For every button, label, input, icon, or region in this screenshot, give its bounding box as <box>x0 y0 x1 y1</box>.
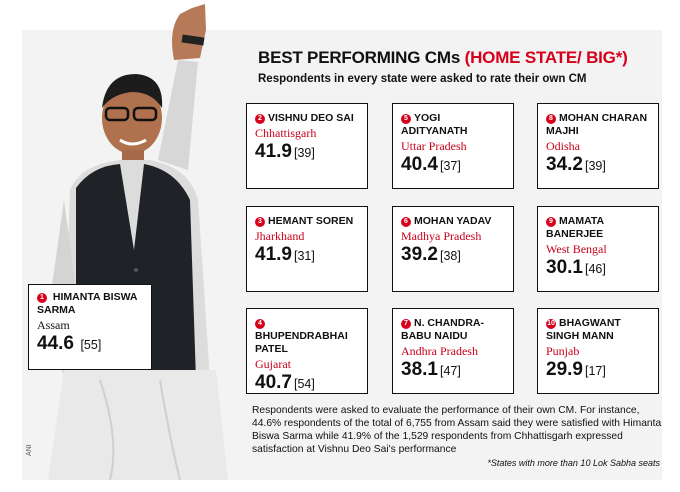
cm-score-row: 41.9 [39] <box>255 141 359 163</box>
rank-badge: 5 <box>401 114 411 124</box>
cm-name-text: YOGI ADITYANATH <box>401 112 468 137</box>
cm-name-text: MOHAN CHARAN MAJHI <box>546 112 648 137</box>
cm-name: 4BHUPENDRABHAI PATEL <box>255 317 359 356</box>
cm-score: 29.9 <box>546 359 583 380</box>
rank-badge: 1 <box>37 293 47 303</box>
cm-rank-bracket: [39] <box>293 146 315 160</box>
cm-name: 6 MOHAN YADAV <box>401 215 505 228</box>
rank-badge: 7 <box>401 319 411 329</box>
featured-rank-bracket: [55] <box>80 338 102 352</box>
cm-score-row: 40.4 [37] <box>401 154 505 176</box>
page-subtitle: Respondents in every state were asked to… <box>258 73 587 85</box>
cm-name-text: BHUPENDRABHAI PATEL <box>255 330 348 355</box>
cm-score-row: 41.9 [31] <box>255 244 359 266</box>
cm-name-text: VISHNU DEO SAI <box>268 112 354 124</box>
page-title: BEST PERFORMING CMs (HOME STATE/ BIG*) <box>258 48 628 68</box>
rank-badge: 9 <box>546 217 556 227</box>
cm-score: 38.1 <box>401 359 438 380</box>
cm-name-text: MOHAN YADAV <box>414 215 492 227</box>
cm-state: Madhya Pradesh <box>401 229 482 243</box>
featured-cm-card: 1 HIMANTA BISWA SARMA Assam 44.6 [55] <box>28 284 152 370</box>
cm-name-text: MAMATA BANERJEE <box>546 215 604 240</box>
cm-state: Odisha <box>546 139 580 153</box>
cm-card: 2 VISHNU DEO SAI Chhattisgarh 41.9 [39] <box>246 103 368 189</box>
cm-score-row: 30.1 [46] <box>546 257 650 279</box>
cm-name: 10 BHAGWANT SINGH MANN <box>546 317 650 343</box>
title-main: BEST PERFORMING CMs <box>258 48 461 67</box>
cm-name-text: HEMANT SOREN <box>268 215 354 227</box>
cm-state: Jharkhand <box>255 229 305 243</box>
rank-badge: 2 <box>255 114 265 124</box>
cm-name-text: BHAGWANT SINGH MANN <box>546 317 621 342</box>
featured-cm-name: 1 HIMANTA BISWA SARMA <box>37 291 143 317</box>
cm-name: 2 VISHNU DEO SAI <box>255 112 359 125</box>
title-accent: (HOME STATE/ BIG*) <box>464 48 628 67</box>
cm-state: Uttar Pradesh <box>401 139 467 153</box>
cm-card: 3 HEMANT SOREN Jharkhand 41.9 [31] <box>246 206 368 292</box>
cm-score-row: 29.9 [17] <box>546 359 650 381</box>
cm-score: 40.7 <box>255 372 292 393</box>
cm-score: 30.1 <box>546 257 583 278</box>
cm-score-row: 38.1 [47] <box>401 359 505 381</box>
cm-card: 9 MAMATA BANERJEE West Bengal 30.1 [46] <box>537 206 659 292</box>
cm-name: 3 HEMANT SOREN <box>255 215 359 228</box>
rank-badge: 3 <box>255 217 265 227</box>
cm-name: 5 YOGI ADITYANATH <box>401 112 505 138</box>
cm-rank-bracket: [54] <box>293 377 315 391</box>
cm-name: 7 N. CHANDRA-BABU NAIDU <box>401 317 505 343</box>
cm-score: 40.4 <box>401 154 438 175</box>
cm-card: 5 YOGI ADITYANATH Uttar Pradesh 40.4 [37] <box>392 103 514 189</box>
cm-name: 9 MAMATA BANERJEE <box>546 215 650 241</box>
featured-state: Assam <box>37 318 70 332</box>
rank-badge: 4 <box>255 319 265 329</box>
cm-rank-bracket: [17] <box>584 364 606 378</box>
cm-name: 8 MOHAN CHARAN MAJHI <box>546 112 650 138</box>
cm-rank-bracket: [46] <box>584 262 606 276</box>
cm-rank-bracket: [37] <box>439 159 461 173</box>
footnote-text: Respondents were asked to evaluate the p… <box>252 405 662 455</box>
rank-badge: 8 <box>546 114 556 124</box>
featured-name-text: HIMANTA BISWA SARMA <box>37 291 138 316</box>
cm-photo-illustration <box>40 0 250 492</box>
featured-score: 44.6 <box>37 333 74 354</box>
cm-state: West Bengal <box>546 242 607 256</box>
featured-score-row: 44.6 [55] <box>37 333 143 355</box>
rank-badge: 10 <box>546 319 556 329</box>
cm-rank-bracket: [39] <box>584 159 606 173</box>
cm-rank-bracket: [31] <box>293 249 315 263</box>
cm-card: 6 MOHAN YADAV Madhya Pradesh 39.2 [38] <box>392 206 514 292</box>
cm-state: Andhra Pradesh <box>401 344 478 358</box>
cm-score-row: 40.7 [54] <box>255 372 359 394</box>
cm-score-row: 39.2 [38] <box>401 244 505 266</box>
cm-score: 41.9 <box>255 141 292 162</box>
cm-rank-bracket: [47] <box>439 364 461 378</box>
image-credit: ANI <box>26 444 33 456</box>
cm-state: Chhattisgarh <box>255 126 317 140</box>
cm-card: 7 N. CHANDRA-BABU NAIDU Andhra Pradesh 38… <box>392 308 514 394</box>
cm-score: 41.9 <box>255 244 292 265</box>
cm-card: 4BHUPENDRABHAI PATEL Gujarat 40.7 [54] <box>246 308 368 394</box>
rank-badge: 6 <box>401 217 411 227</box>
cm-name-text: N. CHANDRA-BABU NAIDU <box>401 317 484 342</box>
cm-score: 34.2 <box>546 154 583 175</box>
cm-rank-bracket: [38] <box>439 249 461 263</box>
cm-score: 39.2 <box>401 244 438 265</box>
cm-card: 8 MOHAN CHARAN MAJHI Odisha 34.2 [39] <box>537 103 659 189</box>
footnote-seats: *States with more than 10 Lok Sabha seat… <box>487 458 660 468</box>
cm-state: Gujarat <box>255 357 291 371</box>
cm-state: Punjab <box>546 344 580 358</box>
cm-card: 10 BHAGWANT SINGH MANN Punjab 29.9 [17] <box>537 308 659 394</box>
cm-score-row: 34.2 [39] <box>546 154 650 176</box>
